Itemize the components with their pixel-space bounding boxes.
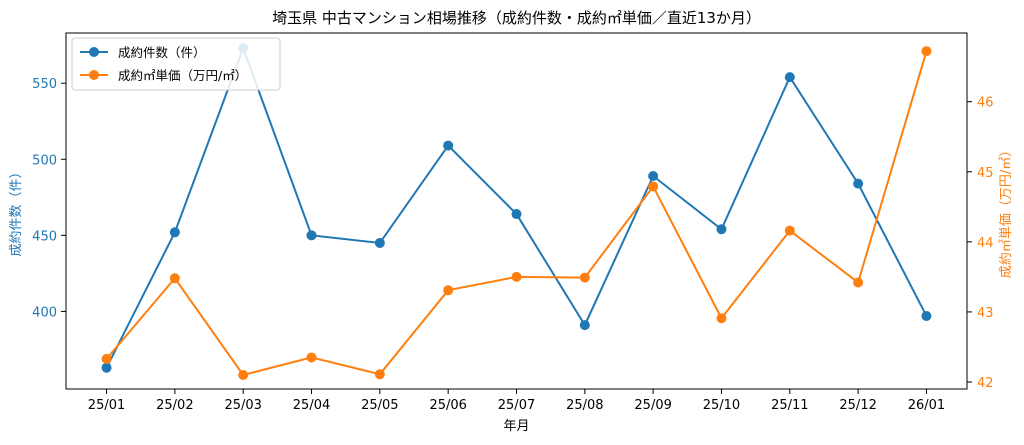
y-axis-label-left: 成約件数（件） xyxy=(9,165,24,256)
legend-box xyxy=(71,37,281,91)
x-tick-label: 26/01 xyxy=(908,398,945,413)
series-1-point xyxy=(648,171,659,182)
legend-marker xyxy=(89,47,99,57)
x-tick-label: 25/03 xyxy=(224,398,261,413)
legend-label: 成約件数（件） xyxy=(118,45,206,60)
y-left-tick-label: 450 xyxy=(32,229,57,244)
series-1-point xyxy=(443,140,454,151)
y-axis-right: 42 43 44 45 46 xyxy=(967,96,994,391)
y-right-tick-label: 43 xyxy=(977,306,994,321)
y-left-tick-label: 550 xyxy=(32,77,57,92)
series-2-point xyxy=(921,46,932,57)
x-tick-label: 25/12 xyxy=(839,398,876,413)
x-tick-label: 25/05 xyxy=(361,398,398,413)
x-tick-label: 25/07 xyxy=(498,398,535,413)
y-right-tick-label: 46 xyxy=(977,96,994,111)
series-2-point xyxy=(169,273,180,284)
series-2-point xyxy=(443,285,454,296)
series-2-point xyxy=(511,271,522,282)
y-right-tick-label: 45 xyxy=(977,166,994,181)
series-1-point xyxy=(306,230,317,241)
y-axis-label-right: 成約㎡単価（万円/㎡） xyxy=(998,144,1014,278)
series-1-point xyxy=(169,227,180,238)
series-1-point xyxy=(853,178,864,189)
x-tick-label: 25/04 xyxy=(293,398,330,413)
series-2-point xyxy=(716,313,727,324)
series-2-point xyxy=(648,181,659,192)
x-axis-label: 年月 xyxy=(503,419,529,434)
series-1-point xyxy=(579,320,590,331)
x-tick-label: 25/11 xyxy=(771,398,808,413)
series-1-point xyxy=(101,362,112,373)
y-right-tick-label: 42 xyxy=(977,376,994,391)
chart-title: 埼玉県 中古マンション相場推移（成約件数・成約㎡単価／直近13か月） xyxy=(272,9,761,27)
series-2-point xyxy=(306,352,317,363)
y-left-tick-label: 400 xyxy=(32,305,57,320)
series-1-point xyxy=(511,209,522,220)
x-tick-label: 25/02 xyxy=(156,398,193,413)
series-line-1 xyxy=(105,45,928,369)
series-2-point xyxy=(579,272,590,283)
series-2-point xyxy=(238,369,249,380)
series-2-point xyxy=(784,225,795,236)
legend-marker xyxy=(89,70,99,80)
x-tick-label: 25/01 xyxy=(88,398,125,413)
series-2-point xyxy=(374,369,385,380)
series-layer xyxy=(101,43,932,380)
x-tick-label: 25/06 xyxy=(429,398,466,413)
x-tick-label: 25/08 xyxy=(566,398,603,413)
x-tick-label: 25/10 xyxy=(703,398,740,413)
y-right-tick-label: 44 xyxy=(977,236,994,251)
series-2-point xyxy=(101,353,112,364)
series-2-point xyxy=(853,277,864,288)
x-tick-label: 25/09 xyxy=(634,398,671,413)
legend-label: 成約㎡単価（万円/㎡） xyxy=(118,68,247,83)
legend: 成約件数（件） 成約㎡単価（万円/㎡） xyxy=(71,37,281,91)
series-1-point xyxy=(374,237,385,248)
y-axis-left: 400 450 500 550 xyxy=(32,77,66,320)
y-left-tick-label: 500 xyxy=(32,153,57,168)
series-1-point xyxy=(784,72,795,83)
series-1-point xyxy=(716,224,727,235)
x-axis: 25/01 25/02 25/03 25/04 25/05 25/06 25/07 25/08… xyxy=(88,389,945,413)
series-1-point xyxy=(921,310,932,321)
